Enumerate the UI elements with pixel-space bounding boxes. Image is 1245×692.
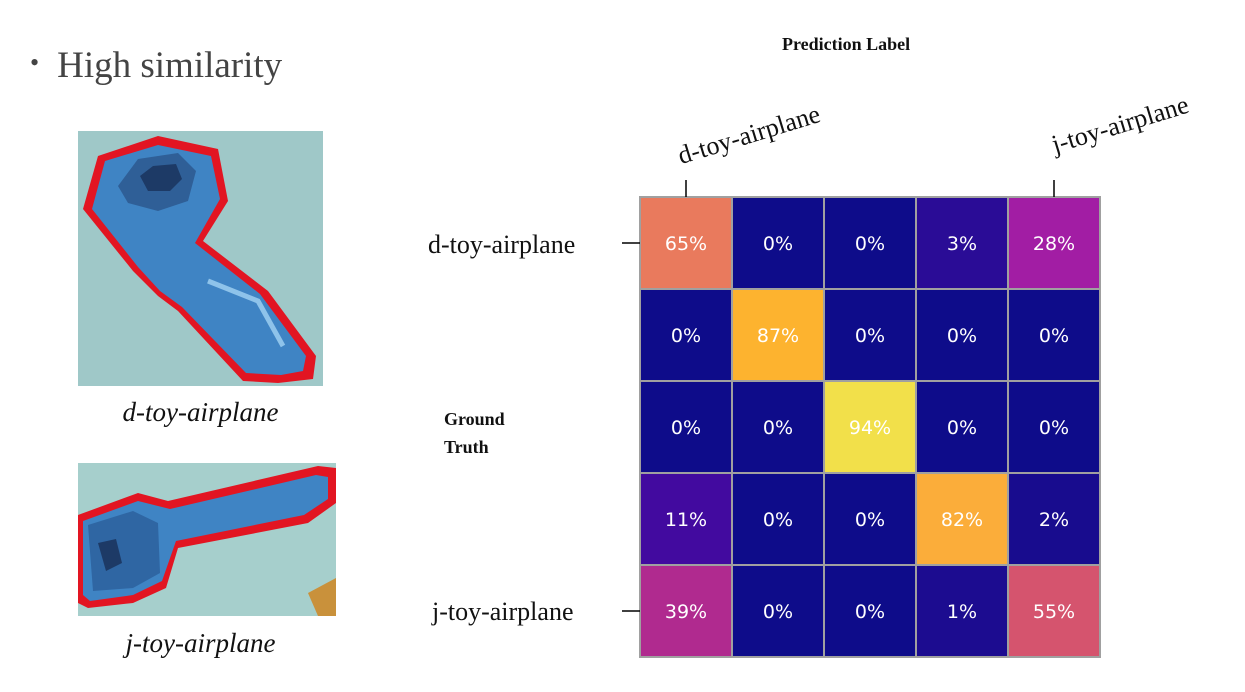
heatmap-cell-label-r2-c4: 0% (1039, 417, 1069, 439)
col-label-0: d-toy-airplane (674, 99, 824, 171)
heatmap-cell-r2-c1 (731, 380, 825, 474)
heatmap-cell-label-r0-c0: 65% (665, 233, 707, 255)
heatmap-cell-r1-c1 (731, 288, 825, 382)
bullet-text: High similarity (57, 45, 283, 86)
heatmap-cell-label-r1-c2: 0% (855, 325, 885, 347)
j-toy-airplane-image (78, 463, 336, 616)
heatmap-cell-label-r2-c0: 0% (671, 417, 701, 439)
heatmap-cell-r4-c0 (639, 564, 733, 658)
d-toy-airplane-image (78, 131, 323, 386)
heatmap-cell-label-r3-c4: 2% (1039, 509, 1069, 531)
heatmap-cell-label-r3-c2: 0% (855, 509, 885, 531)
heatmap-cell-label-r1-c0: 0% (671, 325, 701, 347)
col-label-4: j-toy-airplane (1048, 89, 1193, 160)
heatmap-cell-label-r2-c1: 0% (763, 417, 793, 439)
d-toy-airplane-caption: d-toy-airplane (122, 397, 279, 427)
heatmap-cell-label-r0-c1: 0% (763, 233, 793, 255)
heatmap-cell-r2-c3 (915, 380, 1009, 474)
heatmap-cell-r0-c2 (823, 196, 917, 290)
heatmap-cell-r3-c3 (915, 472, 1009, 566)
heatmap-cell-r4-c1 (731, 564, 825, 658)
heatmap-cell-label-r4-c4: 55% (1033, 601, 1075, 623)
bullet-symbol: • (30, 48, 40, 77)
heatmap-cell-label-r3-c1: 0% (763, 509, 793, 531)
j-toy-airplane-caption: j-toy-airplane (125, 628, 276, 658)
y-axis-title: Ground Truth (444, 405, 505, 461)
heatmap-cell-r4-c2 (823, 564, 917, 658)
heatmap-cell-r0-c1 (731, 196, 825, 290)
heatmap-cell-label-r0-c4: 28% (1033, 233, 1075, 255)
heatmap-cell-label-r0-c2: 0% (855, 233, 885, 255)
heatmap-cell-r4-c4 (1007, 564, 1101, 658)
row-label-0: d-toy-airplane (428, 230, 576, 259)
heatmap-cell-label-r2-c2: 94% (849, 417, 891, 439)
heatmap-cell-label-r1-c1: 87% (757, 325, 799, 347)
heatmap-cell-r3-c2 (823, 472, 917, 566)
row-label-4: j-toy-airplane (432, 597, 574, 626)
heatmap-cell-r3-c1 (731, 472, 825, 566)
y-axis-title-line-2: Truth (444, 437, 489, 457)
heatmap-cell-r1-c3 (915, 288, 1009, 382)
heatmap-cell-r4-c3 (915, 564, 1009, 658)
heatmap-cell-r2-c4 (1007, 380, 1101, 474)
heatmap-cell-r1-c0 (639, 288, 733, 382)
heatmap-cell-label-r1-c4: 0% (1039, 325, 1069, 347)
heatmap-cell-r0-c3 (915, 196, 1009, 290)
heatmap-cell-r0-c0 (639, 196, 733, 290)
heatmap-cell-label-r3-c0: 11% (665, 509, 707, 531)
chart-title: Prediction Label (782, 34, 911, 54)
heatmap-cell-r0-c4 (1007, 196, 1101, 290)
heatmap-cell-label-r4-c0: 39% (665, 601, 707, 623)
heatmap-cell-r3-c4 (1007, 472, 1101, 566)
heatmap-cell-r2-c2 (823, 380, 917, 474)
heatmap-cell-label-r0-c3: 3% (947, 233, 977, 255)
heatmap-cell-label-r2-c3: 0% (947, 417, 977, 439)
heatmap-cell-label-r4-c2: 0% (855, 601, 885, 623)
heatmap-cell-label-r4-c1: 0% (763, 601, 793, 623)
heatmap-cell-r2-c0 (639, 380, 733, 474)
heatmap-cell-label-r1-c3: 0% (947, 325, 977, 347)
heatmap-cell-r1-c4 (1007, 288, 1101, 382)
heatmap-cell-r1-c2 (823, 288, 917, 382)
heatmap-cell-label-r3-c3: 82% (941, 509, 983, 531)
bullet-heading: • High similarity (30, 44, 282, 87)
heatmap-cell-label-r4-c3: 1% (947, 601, 977, 623)
y-axis-title-line-1: Ground (444, 409, 505, 429)
heatmap-cell-r3-c0 (639, 472, 733, 566)
